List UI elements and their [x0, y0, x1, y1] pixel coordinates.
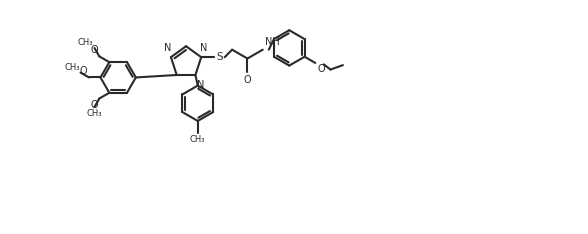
Text: N: N — [201, 44, 208, 53]
Text: N: N — [198, 80, 205, 90]
Text: N: N — [165, 44, 172, 53]
Text: CH₃: CH₃ — [190, 135, 205, 144]
Text: NH: NH — [265, 37, 280, 47]
Text: O: O — [318, 64, 325, 74]
Text: O: O — [91, 100, 98, 110]
Text: O: O — [243, 75, 251, 84]
Text: S: S — [216, 52, 223, 62]
Text: CH₃: CH₃ — [78, 38, 93, 47]
Text: CH₃: CH₃ — [87, 109, 102, 118]
Text: O: O — [79, 66, 87, 76]
Text: O: O — [91, 44, 98, 55]
Text: CH₃: CH₃ — [64, 63, 79, 72]
